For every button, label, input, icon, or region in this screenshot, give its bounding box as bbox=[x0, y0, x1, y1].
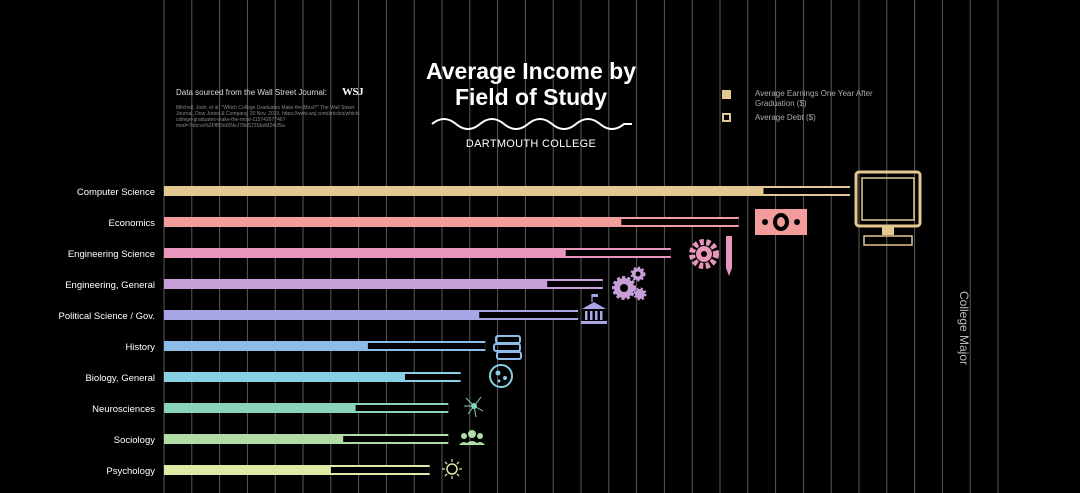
category-label: Psychology bbox=[106, 466, 155, 477]
category-label: Biology, General bbox=[85, 373, 155, 384]
debt-bar bbox=[565, 250, 671, 256]
debt-bar bbox=[405, 374, 461, 380]
debt-bar bbox=[547, 281, 603, 287]
people-icon bbox=[459, 430, 485, 445]
brain-icon bbox=[442, 459, 462, 479]
earnings-bar bbox=[164, 465, 430, 475]
grid-lines bbox=[163, 0, 999, 493]
icons bbox=[442, 170, 922, 479]
computer-icon bbox=[854, 170, 922, 246]
earnings-bar bbox=[164, 310, 579, 320]
neuron-icon bbox=[464, 396, 484, 418]
debt-bar bbox=[343, 436, 449, 442]
earnings-bar bbox=[164, 186, 850, 196]
gears-icon bbox=[612, 266, 647, 301]
source-citation: Mitchell, Josh, et al. "Which College Gr… bbox=[176, 105, 361, 129]
debt-bar bbox=[367, 343, 486, 349]
category-label: Sociology bbox=[114, 435, 155, 446]
category-label: Engineering, General bbox=[65, 280, 155, 291]
earnings-bar bbox=[164, 217, 739, 227]
category-label: Engineering Science bbox=[68, 249, 155, 260]
axis-title: College Major bbox=[957, 290, 971, 366]
money-icon bbox=[755, 209, 807, 235]
wave-decoration bbox=[431, 118, 632, 130]
earnings-bar bbox=[164, 341, 486, 351]
bars bbox=[164, 186, 850, 475]
earnings-bar bbox=[164, 248, 671, 258]
source-heading: Data sourced from the Wall Street Journa… bbox=[176, 88, 327, 97]
legend-earnings-swatch bbox=[722, 90, 731, 99]
legend-debt-swatch bbox=[722, 113, 731, 122]
category-label: History bbox=[125, 342, 155, 353]
cell-icon bbox=[489, 364, 513, 388]
chart-title: Average Income by Field of Study bbox=[425, 58, 637, 110]
debt-bar bbox=[330, 467, 430, 473]
earnings-bar bbox=[164, 434, 449, 444]
debt-bar bbox=[621, 219, 739, 225]
earnings-bar bbox=[164, 403, 449, 413]
capitol-icon bbox=[581, 294, 607, 324]
legend-debt-label: Average Debt ($) bbox=[755, 113, 816, 122]
wsj-logo: WSJ bbox=[342, 86, 364, 98]
category-labels: Computer Science Economics Engineering Sci… bbox=[59, 187, 156, 477]
earnings-bar bbox=[164, 279, 603, 289]
debt-bar bbox=[763, 188, 850, 194]
category-label: Economics bbox=[109, 218, 156, 229]
category-label: Neurosciences bbox=[92, 404, 155, 415]
books-icon bbox=[493, 335, 522, 360]
category-label: Computer Science bbox=[77, 187, 155, 198]
gear-pencil-icon bbox=[689, 236, 732, 276]
chart-subtitle: DARTMOUTH COLLEGE bbox=[465, 138, 597, 150]
legend-earnings-label: Average Earnings One Year After Graduati… bbox=[755, 89, 873, 108]
debt-bar bbox=[355, 405, 449, 411]
earnings-bar bbox=[164, 372, 461, 382]
category-label: Political Science / Gov. bbox=[59, 311, 155, 322]
debt-bar bbox=[479, 312, 579, 318]
